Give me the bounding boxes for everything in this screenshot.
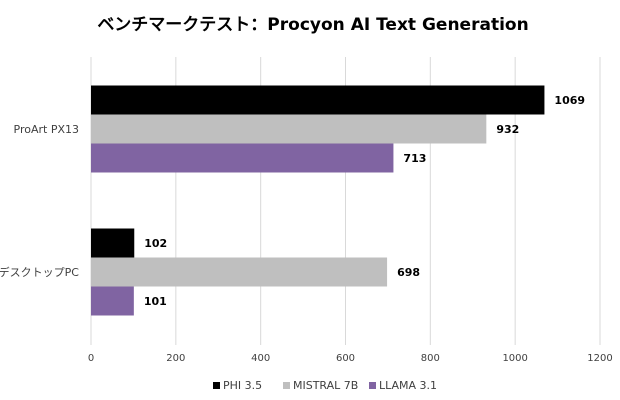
- data-labels: 1069 932 713 102 698 101: [144, 94, 585, 308]
- x-tick-label: 0: [88, 353, 94, 364]
- bars: [91, 85, 545, 316]
- legend-label: PHI 3.5: [223, 379, 262, 392]
- data-label: 713: [403, 152, 426, 165]
- x-tick-label: 1000: [502, 353, 527, 364]
- chart-title: ベンチマークテスト：Procyon AI Text Generation: [97, 15, 528, 35]
- data-label: 102: [144, 237, 167, 250]
- x-tick-label: 200: [166, 353, 185, 364]
- category-label: ProArt PX13: [14, 123, 79, 136]
- bar: [91, 143, 394, 173]
- x-tick-label: 400: [251, 353, 270, 364]
- x-axis-ticks: 0 200 400 600 800 1000 1200: [88, 353, 613, 364]
- data-label: 932: [496, 123, 519, 136]
- legend-swatch: [283, 382, 290, 389]
- data-label: 698: [397, 266, 420, 279]
- bar: [91, 257, 388, 287]
- legend-label: MISTRAL 7B: [293, 379, 358, 392]
- category-labels: ProArt PX13 デスクトップPC: [0, 123, 79, 279]
- legend-swatch: [369, 382, 376, 389]
- data-label: 101: [144, 295, 167, 308]
- bar: [91, 286, 134, 316]
- x-tick-label: 800: [421, 353, 440, 364]
- bar: [91, 228, 135, 258]
- x-tick-label: 600: [336, 353, 355, 364]
- data-label: 1069: [554, 94, 585, 107]
- legend-swatch: [213, 382, 220, 389]
- category-label: デスクトップPC: [0, 265, 79, 279]
- bar: [91, 85, 545, 115]
- bar: [91, 114, 487, 144]
- x-tick-label: 1200: [587, 353, 612, 364]
- legend: PHI 3.5 MISTRAL 7B LLAMA 3.1: [213, 379, 437, 392]
- legend-label: LLAMA 3.1: [379, 379, 437, 392]
